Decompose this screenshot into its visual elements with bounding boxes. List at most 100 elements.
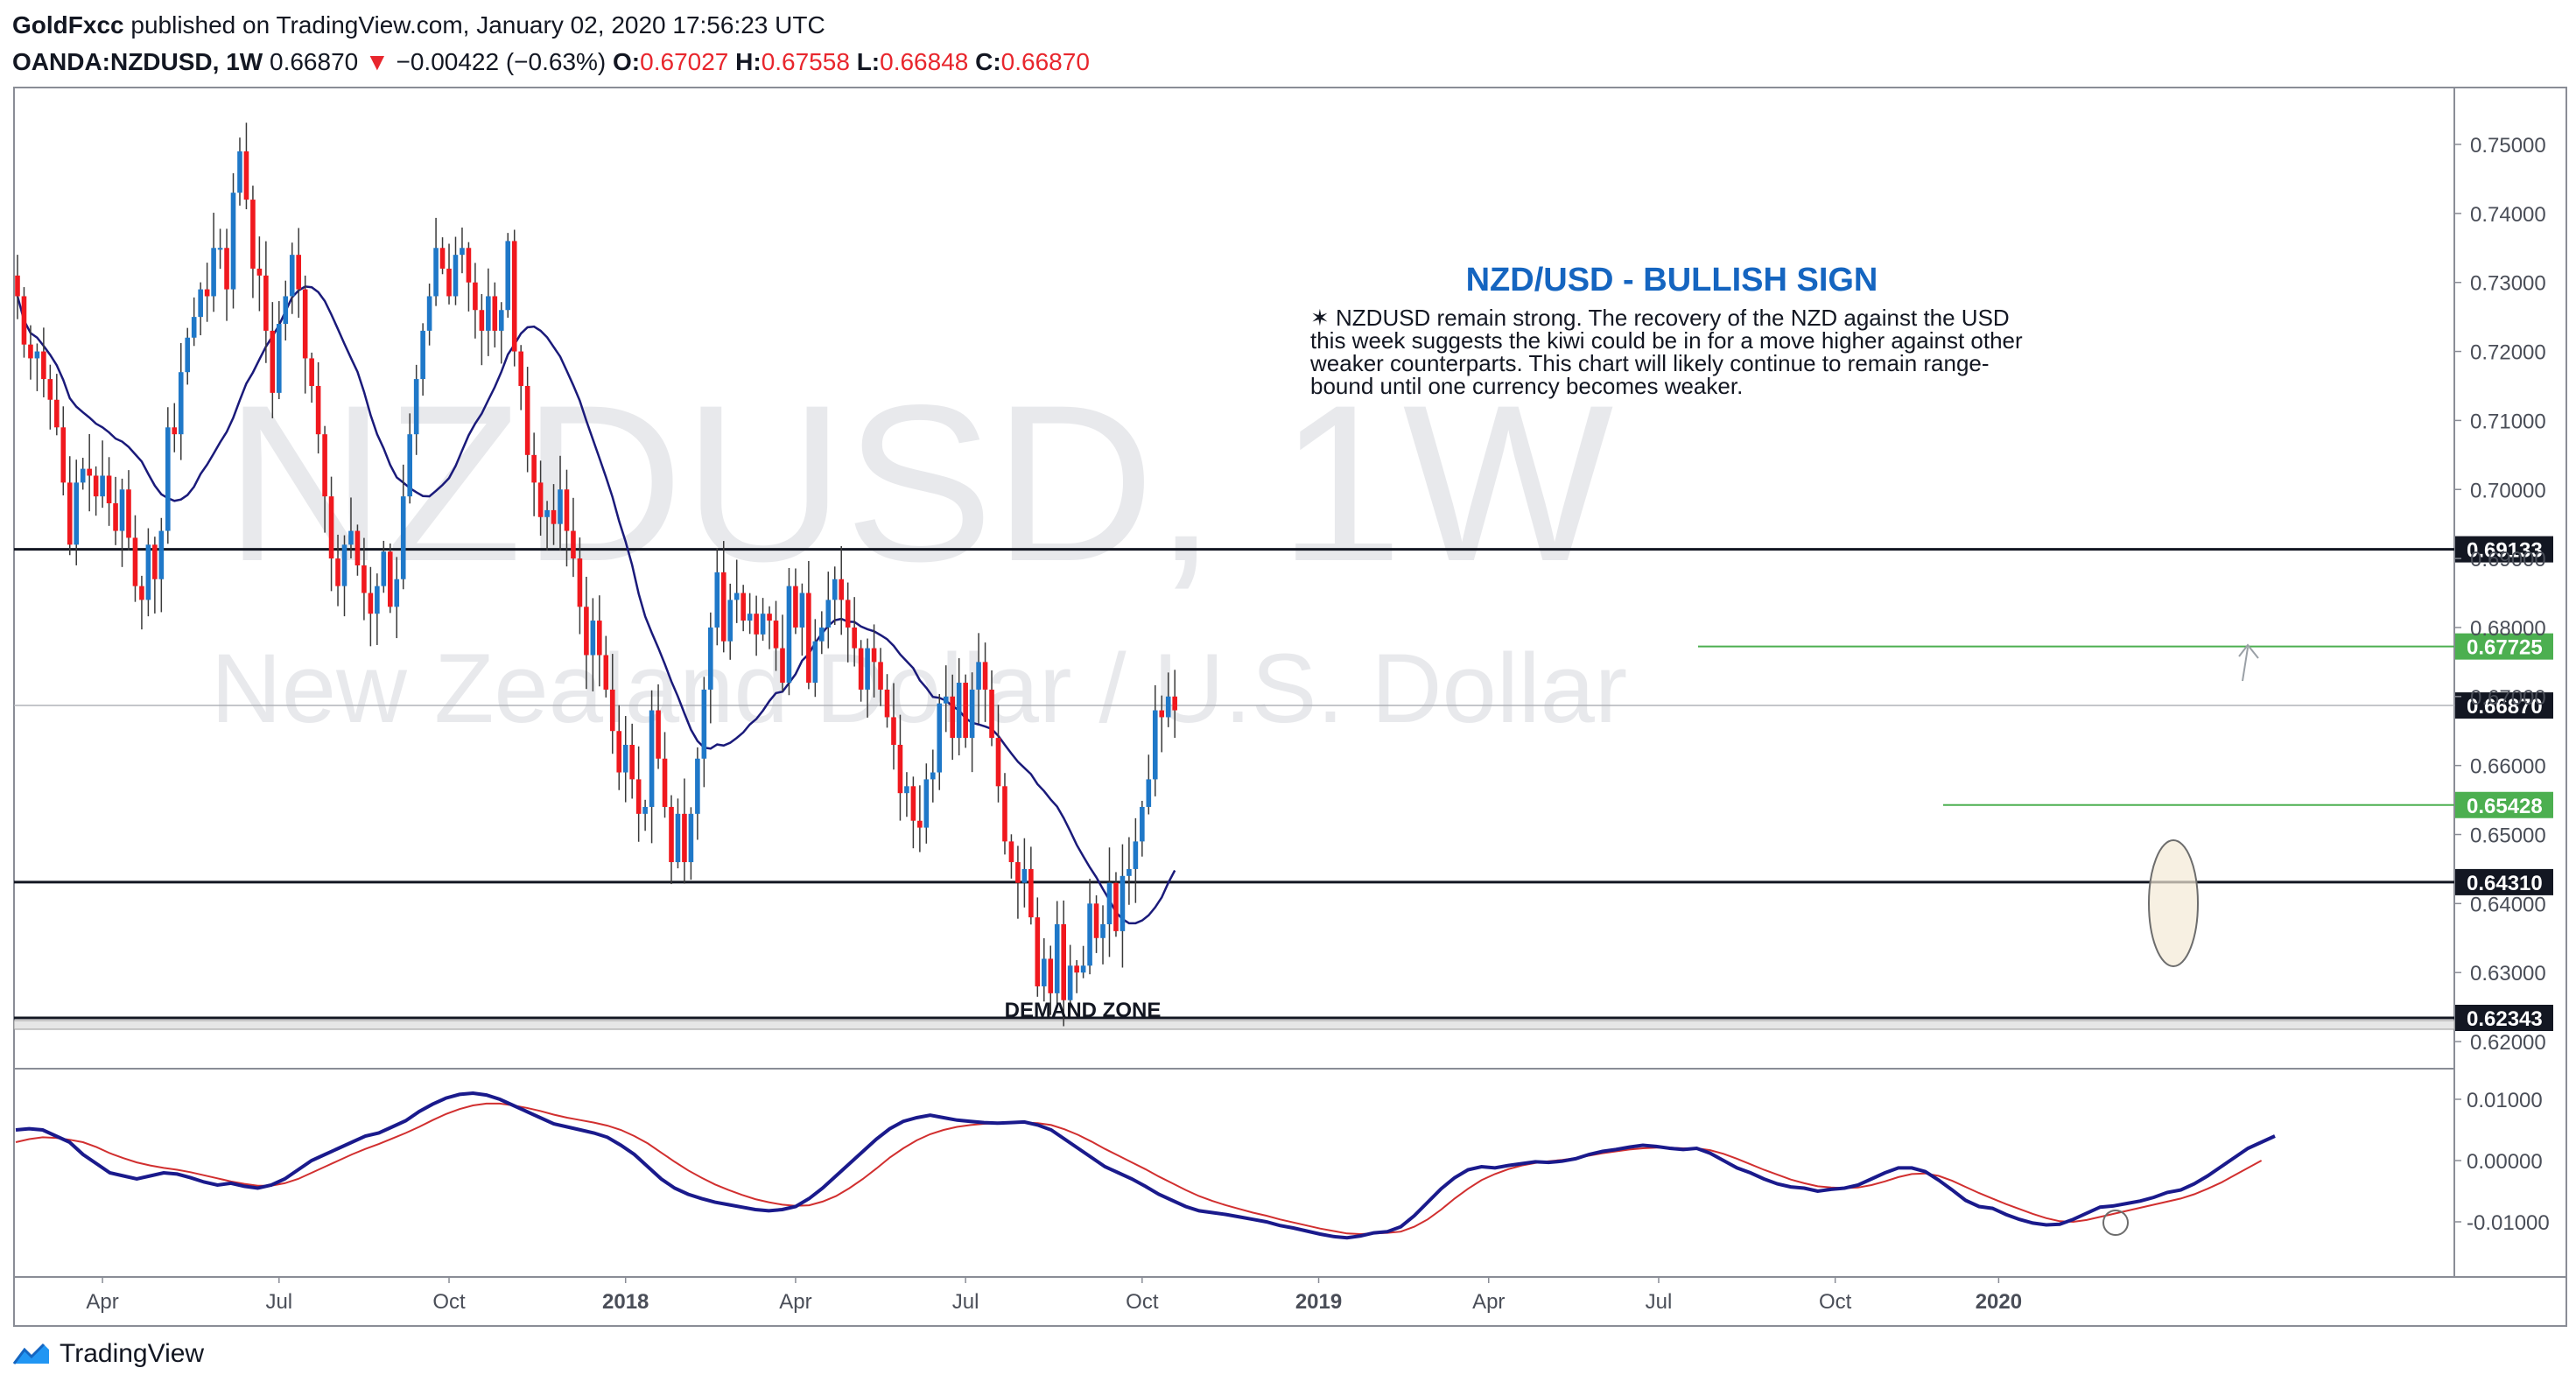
time-tick-label: 2018 bbox=[602, 1290, 649, 1314]
price-tick-label: 0.74000 bbox=[2470, 203, 2546, 227]
candle-body bbox=[47, 379, 53, 400]
candle-body bbox=[400, 496, 406, 579]
candle-body bbox=[806, 593, 811, 684]
level-price-tag bbox=[2455, 1005, 2553, 1032]
candle-body bbox=[492, 296, 498, 331]
time-tick-label: Oct bbox=[432, 1290, 466, 1314]
watermark-name: New Zealand Dollar / U.S. Dollar bbox=[211, 634, 1627, 743]
candle-body bbox=[185, 337, 191, 373]
candle-body bbox=[858, 648, 864, 690]
demand-zone-label: DEMAND ZONE bbox=[1005, 999, 1162, 1022]
candle-body bbox=[733, 593, 740, 600]
candle-body bbox=[439, 248, 446, 269]
candle-body bbox=[799, 593, 805, 628]
candle-body bbox=[793, 586, 798, 628]
candle-body bbox=[1008, 841, 1014, 863]
candle-body bbox=[760, 614, 766, 635]
down-arrow-icon: ▼ bbox=[365, 48, 390, 75]
osc-tick-label: 0.00000 bbox=[2467, 1150, 2543, 1174]
level-price-label: 0.69133 bbox=[2467, 539, 2543, 563]
candle-body bbox=[145, 544, 151, 600]
candle-body bbox=[204, 289, 210, 297]
candle-body bbox=[518, 351, 523, 386]
publish-line: GoldFxcc published on TradingView.com, J… bbox=[12, 7, 1090, 44]
candle-body bbox=[394, 579, 400, 607]
candle-body bbox=[139, 586, 144, 600]
tradingview-logo-icon bbox=[12, 1343, 49, 1364]
candle-body bbox=[714, 572, 720, 628]
candle-body bbox=[917, 820, 923, 828]
candle-body bbox=[256, 268, 263, 276]
candle-body bbox=[361, 565, 367, 593]
candle-body bbox=[1035, 917, 1041, 986]
candle-body bbox=[584, 607, 589, 656]
candle-body bbox=[413, 379, 419, 435]
candle-body bbox=[243, 151, 249, 200]
candle-body bbox=[1140, 806, 1145, 842]
candle-body bbox=[224, 248, 229, 290]
annotation-line-3: weaker counterparts. This chart will lik… bbox=[1309, 350, 1990, 376]
breakout-highlight-ellipse bbox=[2148, 839, 2199, 967]
moving-average bbox=[16, 285, 1176, 925]
osc-tick-label: 0.01000 bbox=[2467, 1089, 2543, 1112]
candle-body bbox=[446, 268, 452, 297]
candle-body bbox=[473, 282, 478, 311]
low-label: L: bbox=[856, 48, 881, 75]
price-tick-label: 0.73000 bbox=[2470, 272, 2546, 296]
candle-body bbox=[1100, 924, 1106, 938]
candle-body bbox=[642, 806, 648, 814]
candle-body bbox=[616, 731, 622, 773]
annotation-line-4: bound until one currency becomes weaker. bbox=[1310, 373, 1743, 399]
candle-body bbox=[67, 482, 73, 545]
candle-body bbox=[41, 351, 46, 380]
candle-body bbox=[904, 786, 909, 794]
last-price: 0.66870 bbox=[270, 48, 359, 75]
candle-body bbox=[1028, 868, 1034, 918]
candle-body bbox=[969, 689, 975, 739]
candle-body bbox=[884, 689, 890, 718]
candle-body bbox=[845, 600, 851, 628]
candle-body bbox=[891, 717, 896, 745]
candle-body bbox=[289, 255, 295, 297]
candle-body bbox=[172, 427, 178, 435]
candle-body bbox=[15, 275, 20, 297]
open-value: 0.67027 bbox=[640, 48, 729, 75]
candle-body bbox=[119, 489, 125, 531]
candle-body bbox=[662, 758, 668, 807]
candle-body bbox=[158, 530, 165, 579]
publisher-name[interactable]: GoldFxcc bbox=[12, 11, 124, 39]
level-price-label: 0.67725 bbox=[2467, 636, 2543, 660]
candle-body bbox=[60, 427, 67, 483]
price-tick-label: 0.75000 bbox=[2470, 134, 2546, 158]
high-value: 0.67558 bbox=[761, 48, 850, 75]
time-tick-label: Apr bbox=[1472, 1290, 1505, 1314]
candle-body bbox=[871, 648, 877, 663]
price-tick-label: 0.64000 bbox=[2470, 893, 2546, 916]
candle-body bbox=[1054, 924, 1060, 993]
candle-body bbox=[466, 248, 472, 283]
candle-body bbox=[544, 509, 550, 517]
candle-body bbox=[635, 779, 642, 814]
candle-body bbox=[270, 330, 276, 393]
candle-body bbox=[1172, 696, 1177, 711]
candle-body bbox=[328, 496, 334, 559]
candle-body bbox=[230, 193, 236, 290]
candle-body bbox=[1080, 965, 1086, 973]
candlesticks bbox=[15, 123, 1177, 1027]
tradingview-brand[interactable]: TradingView bbox=[60, 1339, 205, 1368]
candle-body bbox=[564, 489, 570, 531]
candle-body bbox=[315, 385, 321, 435]
candle-body bbox=[433, 248, 439, 297]
candle-body bbox=[93, 475, 99, 497]
candle-body bbox=[675, 813, 681, 863]
price-tick-label: 0.71000 bbox=[2470, 410, 2546, 433]
price-change: −0.00422 (−0.63%) bbox=[396, 48, 607, 75]
candle-body bbox=[603, 655, 609, 690]
demand-zone-band bbox=[13, 1020, 2455, 1030]
candle-body bbox=[348, 530, 354, 545]
candle-body bbox=[460, 248, 465, 256]
candle-body bbox=[237, 151, 242, 193]
level-price-tag bbox=[2455, 868, 2553, 895]
candle-body bbox=[897, 744, 903, 794]
